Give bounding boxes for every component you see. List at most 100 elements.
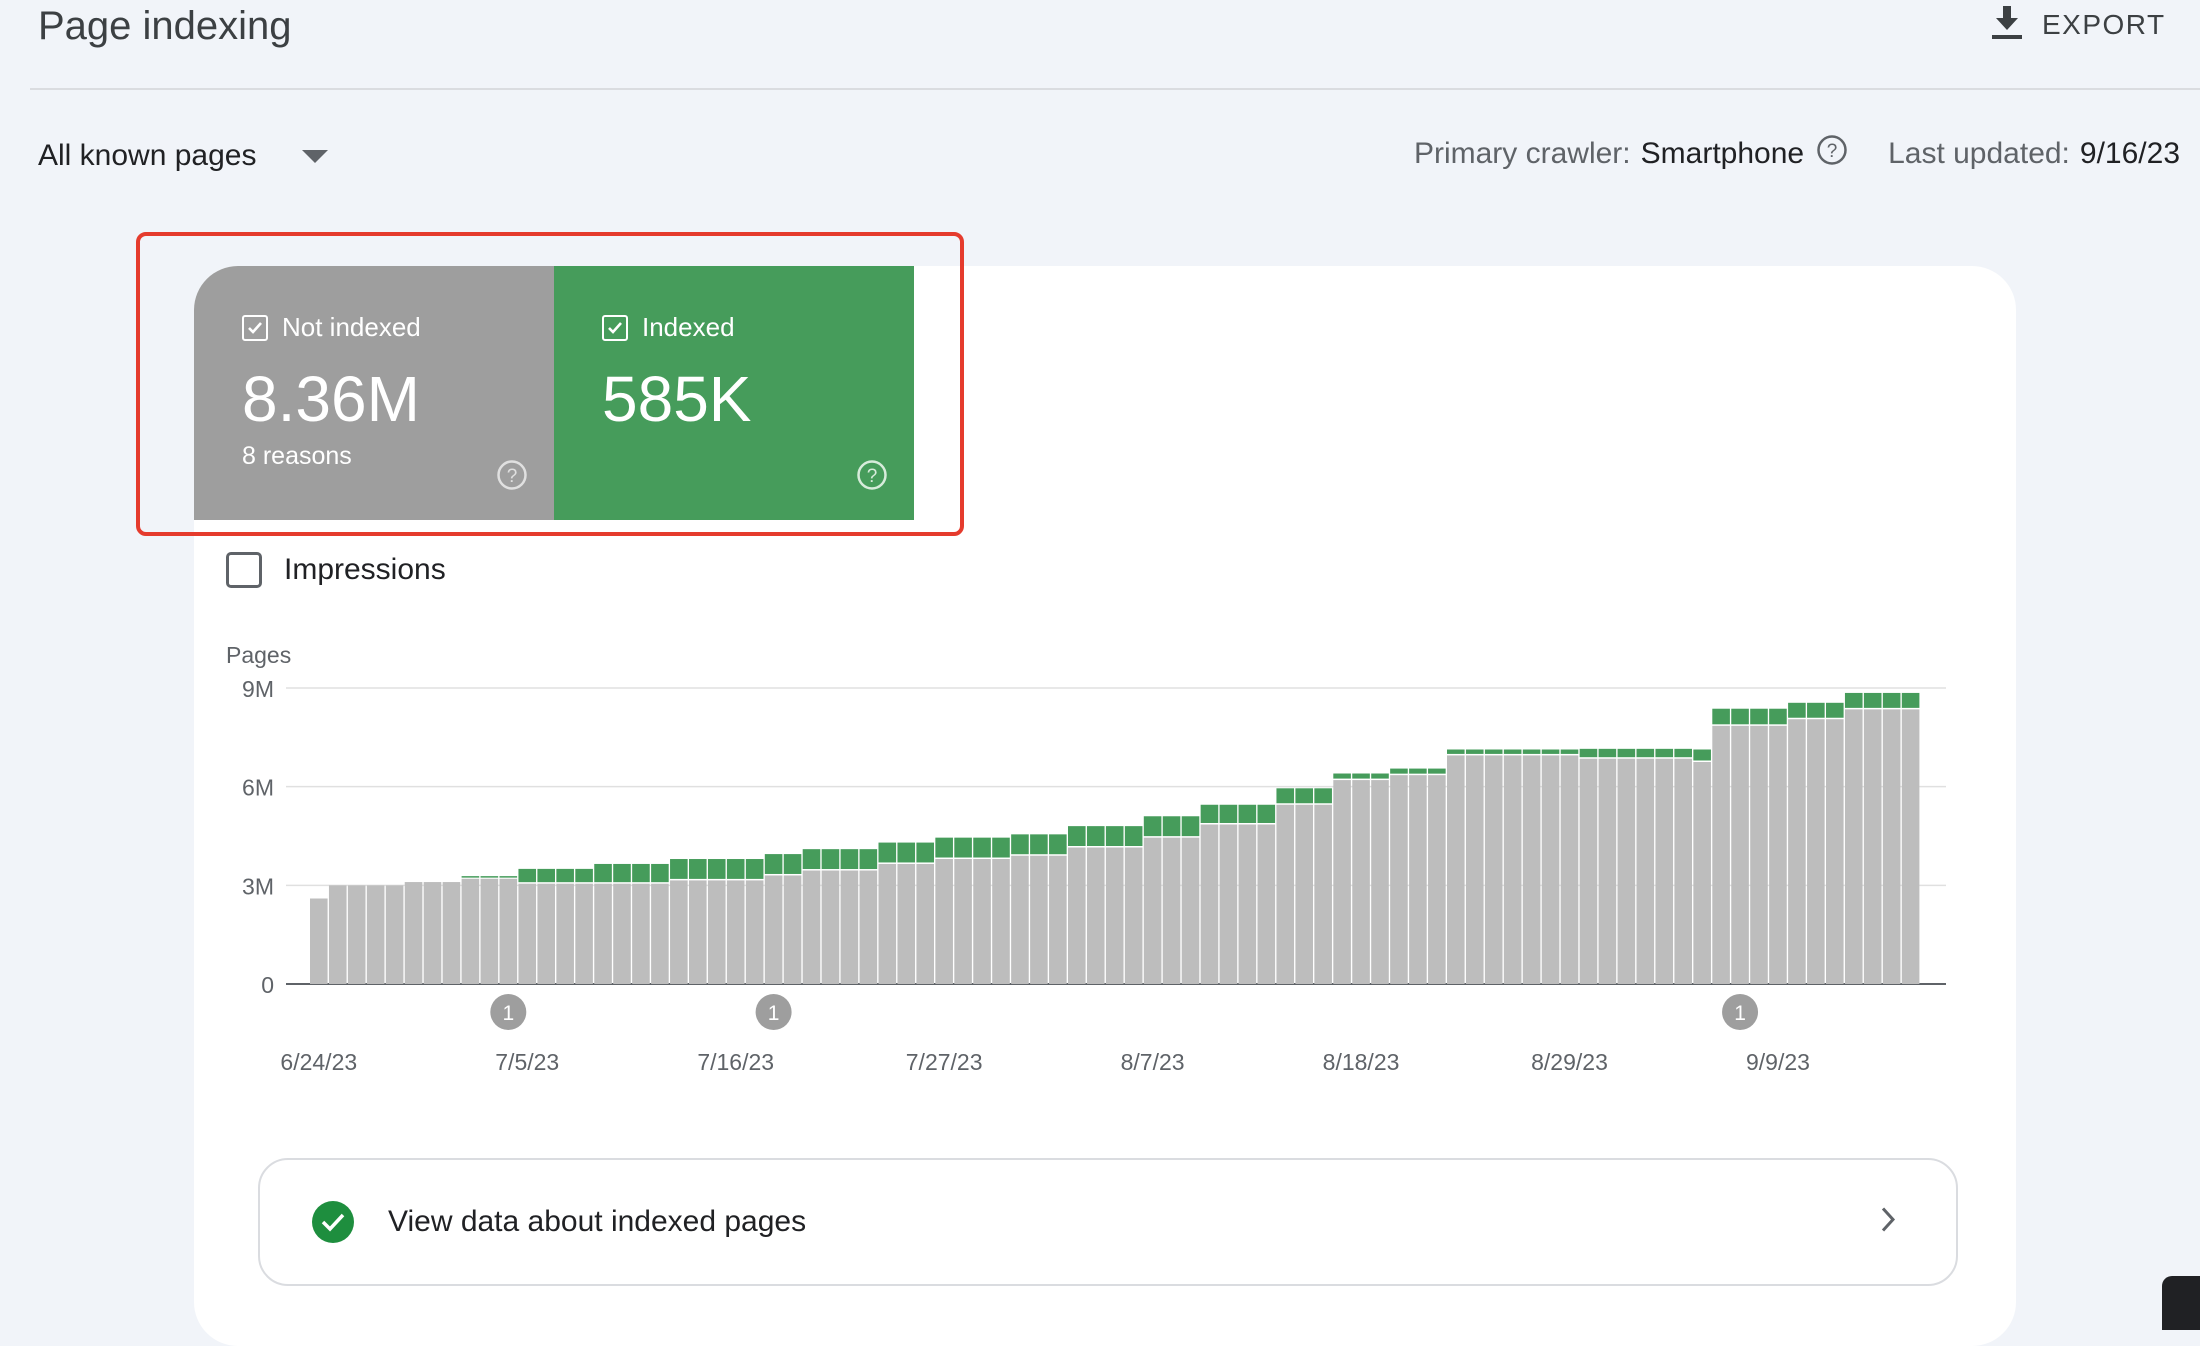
bar-not-indexed <box>1882 709 1901 984</box>
bar-indexed <box>1143 816 1162 837</box>
bar-not-indexed <box>613 883 631 984</box>
bar-indexed <box>992 837 1010 858</box>
annotation-marker <box>1722 994 1759 1030</box>
not-indexed-tile[interactable]: Not indexed 8.36M 8 reasons ? <box>194 266 554 520</box>
bar-not-indexed <box>1068 847 1086 984</box>
x-tick-label: 8/18/23 <box>1323 1049 1400 1075</box>
view-indexed-pages-label: View data about indexed pages <box>388 1205 807 1238</box>
impressions-label: Impressions <box>284 553 446 586</box>
help-circle-icon[interactable]: ? <box>856 459 888 496</box>
bar-not-indexed <box>1769 725 1787 984</box>
bar-not-indexed <box>1371 780 1389 984</box>
bar-not-indexed <box>1124 847 1143 984</box>
bar-not-indexed <box>1901 709 1920 984</box>
page-title: Page indexing <box>38 4 292 48</box>
svg-text:?: ? <box>507 466 518 487</box>
bar-indexed <box>1447 749 1465 754</box>
bar-not-indexed <box>1826 719 1844 984</box>
bar-indexed <box>1844 692 1863 708</box>
bar-not-indexed <box>1352 780 1370 984</box>
bar-not-indexed <box>689 880 707 984</box>
bar-not-indexed <box>1390 775 1408 984</box>
bar-not-indexed <box>1428 775 1446 984</box>
bar-indexed <box>1238 804 1257 823</box>
bar-not-indexed <box>1712 725 1730 984</box>
chevron-right-icon <box>1880 1207 1896 1238</box>
bar-not-indexed <box>1693 762 1711 984</box>
bar-indexed <box>1655 748 1674 758</box>
bar-indexed <box>1068 826 1086 847</box>
y-tick-label: 0 <box>261 972 274 998</box>
bar-not-indexed <box>1731 725 1749 984</box>
bar-indexed <box>1674 748 1692 758</box>
bar-not-indexed <box>1465 755 1484 984</box>
impressions-checkbox[interactable] <box>226 552 262 588</box>
bar-not-indexed <box>632 883 650 984</box>
bar-not-indexed <box>1219 824 1238 984</box>
bar-indexed <box>1693 749 1711 761</box>
pages-filter-dropdown[interactable]: All known pages <box>38 130 329 182</box>
x-tick-label: 6/24/23 <box>280 1049 357 1075</box>
bar-not-indexed <box>404 882 423 984</box>
bar-not-indexed <box>1863 709 1882 984</box>
bar-not-indexed <box>1314 804 1332 984</box>
view-indexed-pages-link[interactable]: View data about indexed pages <box>258 1158 1958 1286</box>
bar-indexed <box>1882 692 1901 708</box>
bar-indexed <box>1011 834 1029 855</box>
bar-not-indexed <box>745 880 764 984</box>
bar-not-indexed <box>1200 824 1219 984</box>
x-tick-label: 7/16/23 <box>697 1049 774 1075</box>
bar-indexed <box>518 868 537 883</box>
bar-indexed <box>1105 826 1124 847</box>
export-label: EXPORT <box>2042 9 2166 40</box>
not-indexed-reasons: 8 reasons <box>242 442 352 470</box>
bar-indexed <box>1257 804 1276 823</box>
bar-not-indexed <box>726 880 745 984</box>
svg-text:?: ? <box>1827 141 1838 162</box>
bar-not-indexed <box>670 880 688 984</box>
bar-indexed <box>1807 702 1825 718</box>
bar-not-indexed <box>423 882 442 984</box>
export-button[interactable]: EXPORT <box>1992 0 2166 50</box>
bar-not-indexed <box>859 870 878 984</box>
help-circle-icon[interactable]: ? <box>496 459 528 496</box>
bar-indexed <box>745 859 764 879</box>
x-tick-label: 7/27/23 <box>906 1049 983 1075</box>
bar-not-indexed <box>840 870 859 984</box>
bar-indexed <box>954 837 972 858</box>
help-circle-icon[interactable]: ? <box>1816 134 1848 174</box>
bar-indexed <box>1181 816 1200 837</box>
indexed-label: Indexed <box>642 312 735 342</box>
annotation-label: 1 <box>768 1002 780 1025</box>
bar-indexed <box>840 849 859 870</box>
bar-indexed <box>1049 834 1067 855</box>
bar-not-indexed <box>1636 758 1655 984</box>
bar-indexed <box>461 876 480 878</box>
bar-indexed <box>1409 768 1427 774</box>
x-tick-label: 9/9/23 <box>1746 1049 1810 1075</box>
y-tick-label: 9M <box>242 676 274 702</box>
bar-indexed <box>1826 702 1844 718</box>
floating-tool-button[interactable] <box>2162 1276 2200 1330</box>
impressions-toggle[interactable]: Impressions <box>226 552 446 588</box>
bar-indexed <box>1219 804 1238 823</box>
not-indexed-value: 8.36M <box>242 363 420 435</box>
bar-not-indexed <box>1655 758 1674 984</box>
not-indexed-label: Not indexed <box>282 312 421 342</box>
bar-indexed <box>1314 788 1332 804</box>
bar-not-indexed <box>1409 775 1427 984</box>
checkbox-checked-icon[interactable] <box>242 314 268 341</box>
bar-not-indexed <box>1030 855 1048 984</box>
bar-indexed <box>897 842 916 863</box>
bar-not-indexed <box>385 885 404 984</box>
bar-indexed <box>1636 748 1655 758</box>
bar-not-indexed <box>1598 758 1617 984</box>
bar-indexed <box>1390 768 1408 774</box>
bar-indexed <box>802 849 821 870</box>
indexed-tile[interactable]: Indexed 585K ? <box>554 266 914 520</box>
checkbox-checked-icon[interactable] <box>602 314 628 341</box>
indexed-value: 585K <box>602 363 752 435</box>
bar-indexed <box>935 837 953 858</box>
bar-not-indexed <box>1086 847 1105 984</box>
bar-indexed <box>651 863 669 883</box>
